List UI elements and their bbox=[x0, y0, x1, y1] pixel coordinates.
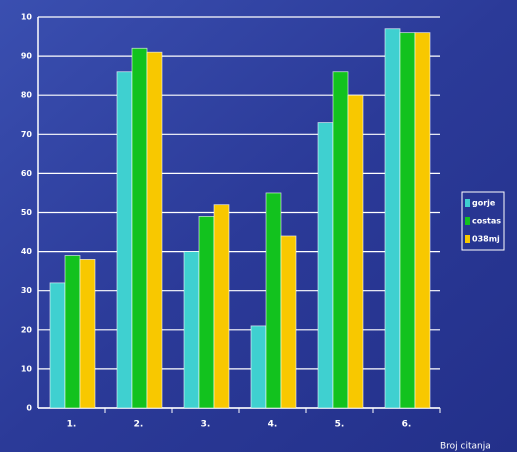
bar bbox=[79, 259, 96, 409]
legend-label: 038mj bbox=[472, 235, 500, 244]
y-tick-label: 10 bbox=[21, 13, 33, 22]
bar bbox=[49, 282, 66, 409]
x-axis-label: Broj citanja bbox=[440, 442, 491, 452]
x-tick-label: 3. bbox=[201, 420, 211, 430]
bar bbox=[198, 216, 215, 409]
bar bbox=[265, 192, 282, 409]
bar bbox=[280, 235, 297, 409]
bar bbox=[317, 122, 334, 409]
bar bbox=[64, 255, 81, 409]
x-tick-label: 1. bbox=[67, 420, 77, 430]
x-tick-label: 2. bbox=[134, 420, 144, 430]
x-tick-label: 4. bbox=[268, 420, 278, 430]
bar bbox=[213, 204, 230, 409]
y-tick-label: 80 bbox=[21, 91, 33, 100]
bar bbox=[414, 32, 431, 409]
bar bbox=[116, 71, 133, 409]
bar bbox=[384, 28, 401, 409]
bar bbox=[250, 325, 267, 409]
bar bbox=[131, 47, 148, 409]
y-tick-label: 40 bbox=[21, 247, 33, 256]
legend-label: costas bbox=[472, 217, 501, 226]
legend-swatch bbox=[465, 217, 470, 225]
y-tick-label: 20 bbox=[21, 325, 33, 334]
bar bbox=[347, 94, 364, 409]
x-tick-label: 5. bbox=[335, 420, 345, 430]
legend-label: gorje bbox=[472, 199, 496, 208]
x-tick-label: 6. bbox=[402, 420, 412, 430]
y-tick-label: 0 bbox=[26, 404, 32, 413]
legend-box bbox=[461, 191, 505, 251]
legend-swatch bbox=[465, 235, 470, 243]
bar bbox=[183, 251, 200, 409]
y-tick-label: 30 bbox=[21, 286, 33, 295]
bar bbox=[399, 32, 416, 409]
y-tick-label: 50 bbox=[21, 208, 33, 217]
y-tick-label: 60 bbox=[21, 169, 33, 178]
y-tick-label: 70 bbox=[21, 130, 33, 139]
bar bbox=[332, 71, 349, 409]
y-tick-label: 90 bbox=[21, 52, 33, 61]
y-tick-label: 10 bbox=[21, 364, 33, 373]
bar bbox=[146, 51, 163, 409]
legend-swatch bbox=[465, 199, 470, 207]
